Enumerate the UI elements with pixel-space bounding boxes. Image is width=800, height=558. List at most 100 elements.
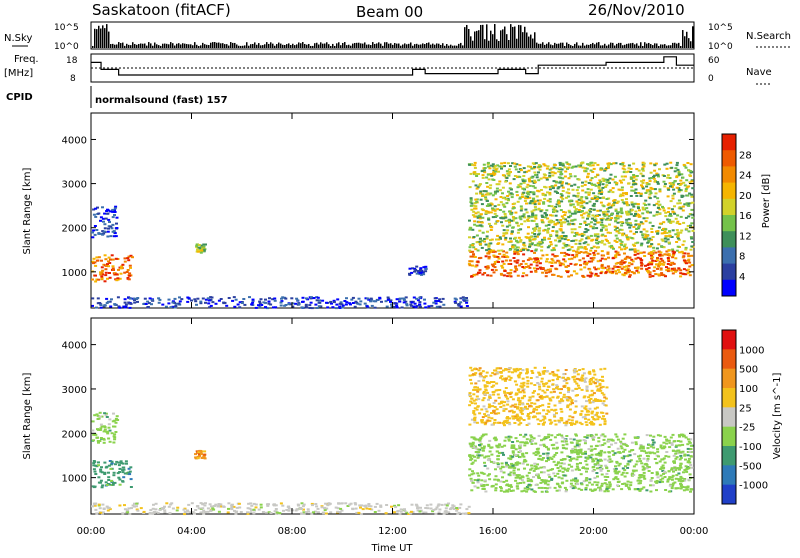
data-cell <box>442 298 445 300</box>
data-cell <box>671 195 674 197</box>
data-cell <box>549 399 552 401</box>
data-cell <box>536 448 539 450</box>
data-cell <box>624 272 627 274</box>
data-cell <box>476 396 479 398</box>
data-cell <box>577 211 580 213</box>
data-cell <box>621 199 624 201</box>
data-cell <box>527 380 530 382</box>
data-cell <box>523 468 526 470</box>
nsky-bar <box>238 46 240 48</box>
data-cell <box>576 232 579 234</box>
data-cell <box>586 457 589 459</box>
y-tick-label: 1000 <box>62 268 87 279</box>
data-cell <box>506 400 509 402</box>
data-cell <box>687 479 690 481</box>
data-cell <box>640 268 643 270</box>
data-cell <box>675 474 678 476</box>
data-cell <box>543 396 546 398</box>
data-cell <box>640 180 643 182</box>
data-cell <box>649 271 652 273</box>
data-cell <box>504 239 507 241</box>
data-cell <box>536 225 539 227</box>
data-cell <box>621 176 624 178</box>
nsky-bar <box>264 44 266 48</box>
data-cell <box>120 273 123 275</box>
data-cell <box>280 302 283 304</box>
data-cell <box>505 436 508 438</box>
nsky-bar <box>556 44 558 48</box>
data-cell <box>364 303 367 305</box>
data-cell <box>494 256 497 258</box>
data-cell <box>555 245 558 247</box>
data-cell <box>575 208 578 210</box>
nsky-bar <box>402 45 404 48</box>
data-cell <box>472 482 475 484</box>
data-cell <box>622 168 625 170</box>
nsky-bar <box>646 44 648 48</box>
nsky-bar <box>514 26 516 48</box>
data-cell <box>499 377 502 379</box>
data-cell <box>593 184 596 186</box>
power-colorbar-label: Power [dB] <box>761 174 772 229</box>
data-cell <box>354 306 357 308</box>
data-cell <box>522 192 525 194</box>
data-cell <box>630 213 633 215</box>
data-cell <box>505 462 508 464</box>
data-cell <box>687 272 690 274</box>
data-cell <box>607 460 610 462</box>
data-cell <box>639 460 642 462</box>
data-cell <box>679 275 682 277</box>
data-cell <box>549 169 552 171</box>
data-cell <box>603 205 606 207</box>
data-cell <box>628 451 631 453</box>
data-cell <box>648 267 651 269</box>
data-cell <box>512 445 515 447</box>
data-cell <box>579 451 582 453</box>
data-cell <box>614 226 617 228</box>
data-cell <box>517 253 520 255</box>
data-cell <box>514 237 517 239</box>
data-cell <box>553 416 556 418</box>
data-cell <box>596 164 599 166</box>
data-cell <box>653 178 656 180</box>
data-cell <box>682 210 685 212</box>
data-cell <box>91 430 94 432</box>
nsky-bar <box>600 45 602 48</box>
data-cell <box>501 267 504 269</box>
data-cell <box>525 452 528 454</box>
data-cell <box>569 204 572 206</box>
data-cell <box>473 421 476 423</box>
data-cell <box>635 270 638 272</box>
data-cell <box>371 305 374 307</box>
data-cell <box>667 250 670 252</box>
data-cell <box>580 198 583 200</box>
data-cell <box>518 376 521 378</box>
data-cell <box>493 402 496 404</box>
data-cell <box>548 205 551 207</box>
data-cell <box>542 409 545 411</box>
data-cell <box>97 302 100 304</box>
data-cell <box>129 471 132 473</box>
data-cell <box>509 260 512 262</box>
data-cell <box>513 178 516 180</box>
data-cell <box>121 264 124 266</box>
data-cell <box>639 490 642 492</box>
data-cell <box>238 306 241 308</box>
data-cell <box>538 227 541 229</box>
data-cell <box>490 211 493 213</box>
power-panel <box>91 113 694 308</box>
nsky-bar <box>564 46 566 48</box>
data-cell <box>91 279 94 281</box>
data-cell <box>494 400 497 402</box>
data-cell <box>668 491 671 493</box>
data-cell <box>560 252 563 254</box>
data-cell <box>679 272 682 274</box>
data-cell <box>201 457 204 459</box>
data-cell <box>542 424 545 426</box>
data-cell <box>588 478 591 480</box>
nsky-bar <box>268 44 270 48</box>
data-cell <box>562 165 565 167</box>
data-cell <box>480 199 483 201</box>
data-cell <box>497 261 500 263</box>
data-cell <box>653 270 656 272</box>
